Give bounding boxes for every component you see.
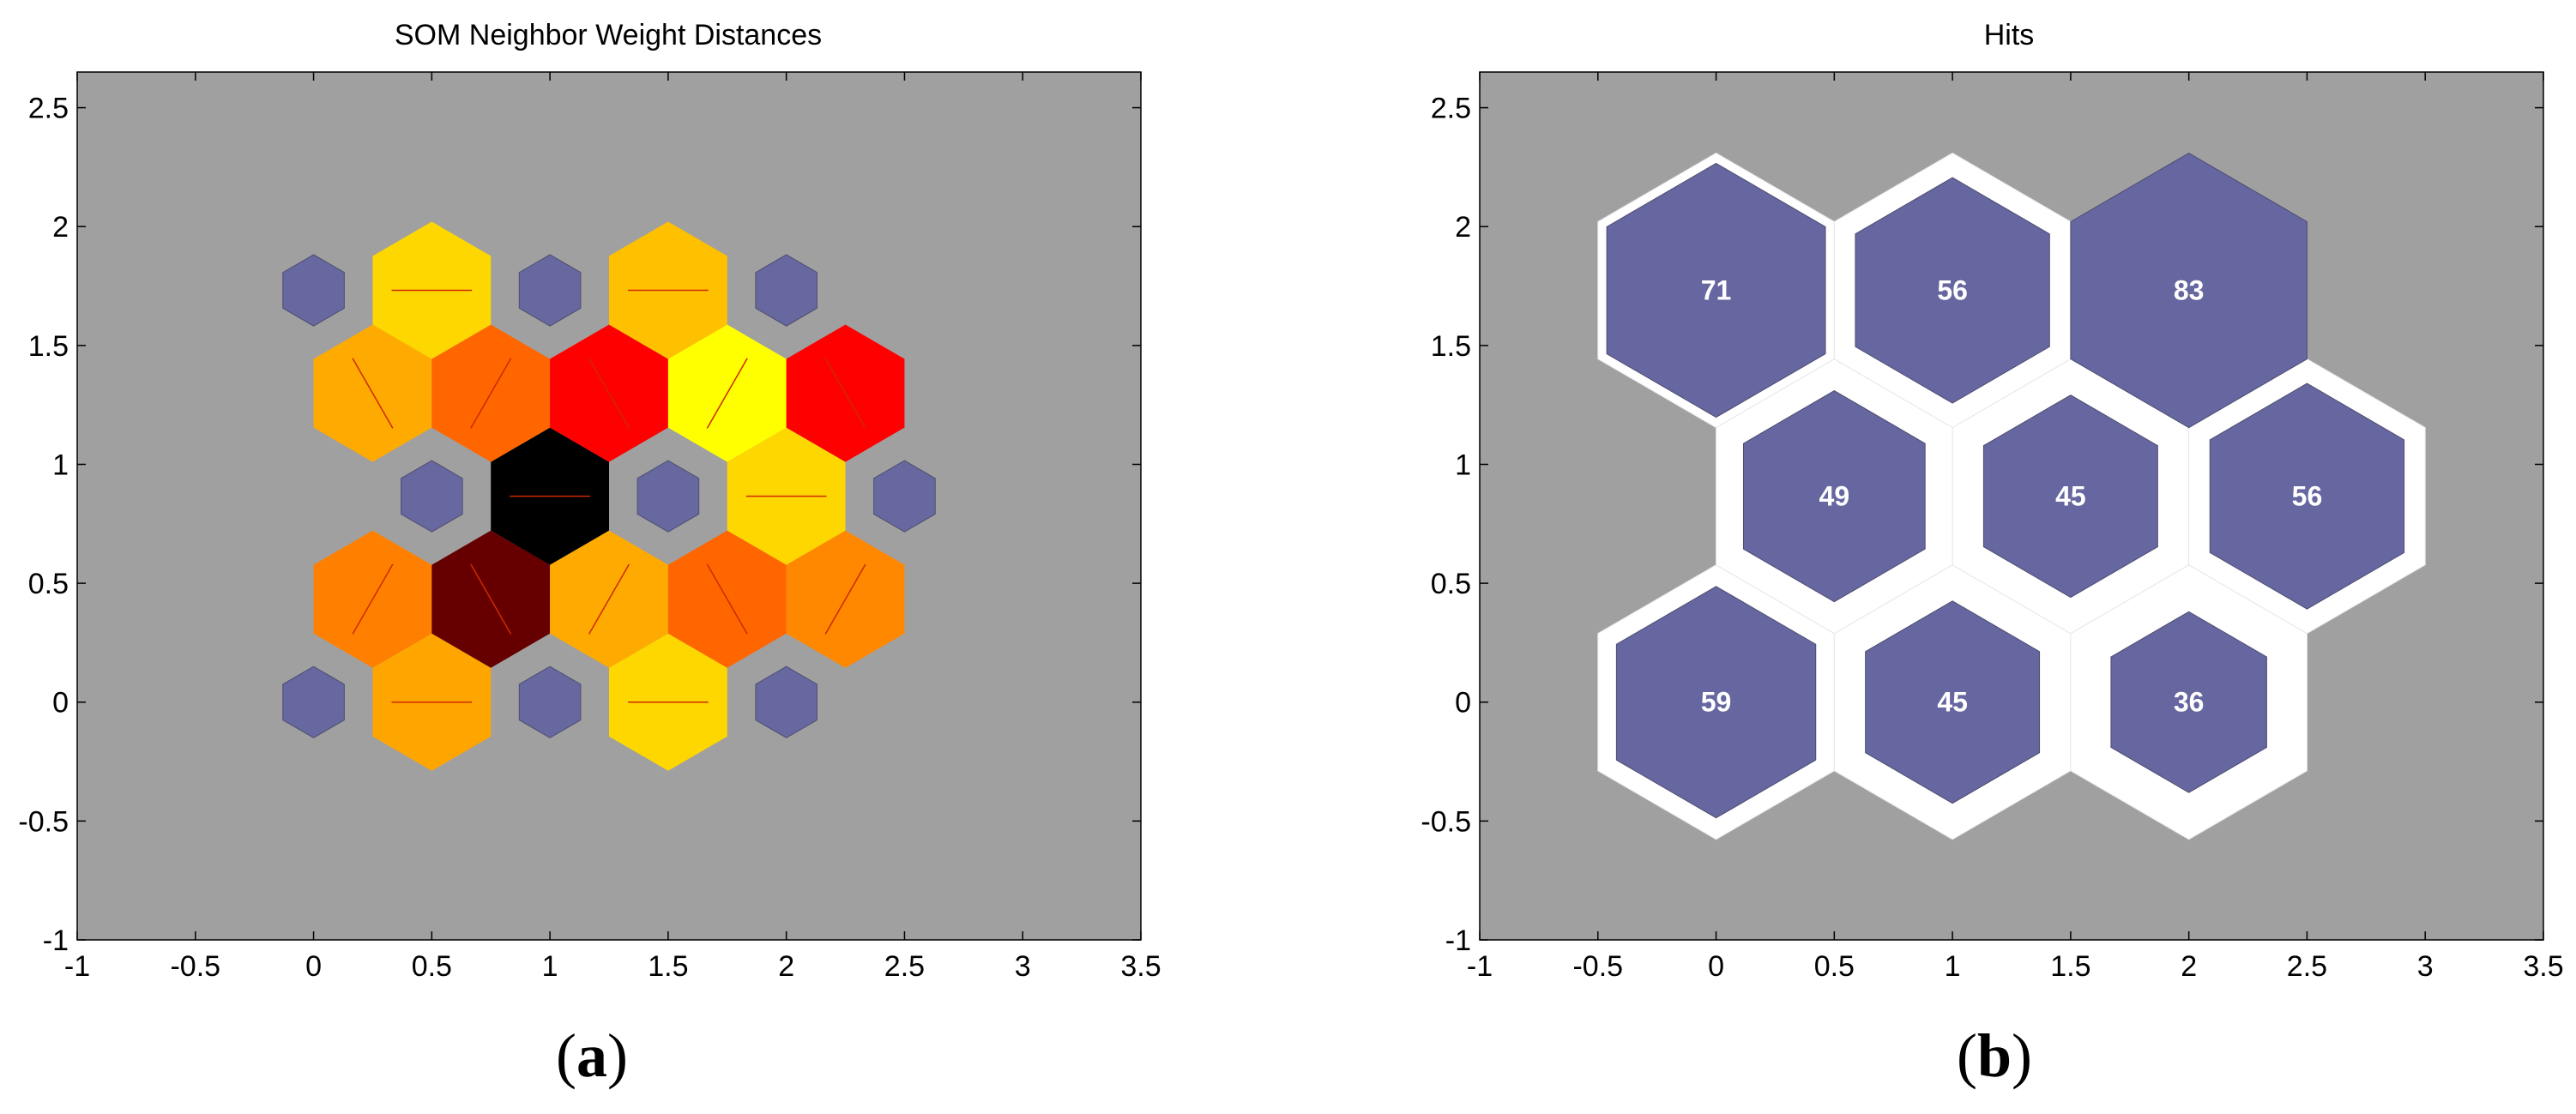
hit-cell xyxy=(1982,394,2158,599)
neighbor-link xyxy=(824,563,866,635)
b-xtick-label: 1.5 xyxy=(2050,950,2090,983)
panel-hits: Hits 59 45 36 49 45 56 71 56 83 -1 -0.5 0 0.5 1 1.5 2 2… xyxy=(1421,19,2563,1090)
a-xtick-label: -1 xyxy=(64,950,90,983)
neighbor-link xyxy=(706,563,748,635)
a-ytick-label: -1 xyxy=(43,924,69,957)
hit-count-label: 83 xyxy=(2174,275,2205,306)
hex-layer-a xyxy=(282,221,936,771)
hit-cell xyxy=(1742,390,1926,603)
hit-count-label: 45 xyxy=(1937,687,1968,718)
hit-count-label: 71 xyxy=(1701,275,1732,306)
a-xtick-label: 0 xyxy=(305,950,322,983)
b-ytick-label: 0 xyxy=(1455,687,1471,720)
b-xtick-label: -0.5 xyxy=(1572,950,1623,983)
hit-cell xyxy=(1615,586,1817,819)
neuron-hex xyxy=(518,254,582,327)
neighbor-link xyxy=(352,563,394,635)
b-xtick-label: -1 xyxy=(1467,950,1493,983)
a-ytick-label: 0.5 xyxy=(28,568,69,600)
axes-a: -1 -0.5 0 0.5 1 1.5 2 2.5 3 3.5 -1 -0.5 0 0.5 1 1.5 2 2.5 xyxy=(18,72,1161,983)
a-xtick-label: 1 xyxy=(542,950,558,983)
b-ytick-label: 0.5 xyxy=(1431,568,1471,600)
neighbor-link xyxy=(588,358,630,429)
a-xtick-label: -0.5 xyxy=(170,950,220,983)
a-ytick-label: 2.5 xyxy=(28,93,69,125)
b-ytick-label: 2 xyxy=(1455,211,1471,244)
hit-count-label: 49 xyxy=(1819,481,1850,512)
a-xtick-label: 3 xyxy=(1015,950,1031,983)
chart-title-b: Hits xyxy=(1984,19,2035,51)
hit-count-label: 59 xyxy=(1701,687,1732,718)
b-xtick-label: 2 xyxy=(2181,950,2197,983)
hit-count-label: 56 xyxy=(1937,275,1968,306)
hit-cell xyxy=(1855,177,2050,404)
neuron-hex xyxy=(755,665,817,738)
hex-layer-b: 59 45 36 49 45 56 71 56 83 xyxy=(1597,152,2426,840)
hit-count-label: 56 xyxy=(2292,481,2323,512)
panel-som-neighbor-distances: SOM Neighbor Weight Distances -1 -0.5 0 0.5… xyxy=(18,19,1161,1090)
hit-count-label: 36 xyxy=(2174,687,2205,718)
neuron-hex xyxy=(518,665,582,738)
hit-count-label: 45 xyxy=(2055,481,2086,512)
hit-cell xyxy=(2110,611,2267,793)
a-ytick-label: 1.5 xyxy=(28,330,69,363)
hit-cell xyxy=(2209,382,2405,610)
neuron-hex xyxy=(873,460,936,533)
neuron-hex xyxy=(282,665,345,738)
neuron-hex xyxy=(636,460,700,533)
b-xtick-label: 3.5 xyxy=(2523,950,2563,983)
a-ytick-label: 0 xyxy=(52,687,69,720)
a-xtick-label: 3.5 xyxy=(1120,950,1161,983)
axes-b: -1 -0.5 0 0.5 1 1.5 2 2.5 3 3.5 -1 -0.5 0 0.5 1 1.5 2 2.5 xyxy=(1421,72,2564,983)
neighbor-link xyxy=(824,358,866,429)
panel-label-a: (a) xyxy=(556,1021,628,1090)
b-xtick-label: 0 xyxy=(1708,950,1724,983)
neighbor-link xyxy=(588,563,630,635)
neuron-hex xyxy=(755,254,817,327)
b-ytick-label: 1 xyxy=(1455,449,1471,481)
b-ytick-label: 1.5 xyxy=(1431,330,1471,363)
chart-title-a: SOM Neighbor Weight Distances xyxy=(395,19,822,51)
b-xtick-label: 1 xyxy=(1945,950,1961,983)
a-ytick-label: -0.5 xyxy=(18,805,69,838)
b-xtick-label: 0.5 xyxy=(1814,950,1855,983)
neuron-hex xyxy=(282,254,345,327)
neuron-hex xyxy=(401,460,463,533)
a-xtick-label: 1.5 xyxy=(648,950,688,983)
a-ytick-label: 1 xyxy=(52,449,69,481)
hit-cell xyxy=(2070,152,2308,429)
b-xtick-label: 3 xyxy=(2417,950,2434,983)
a-xtick-label: 2.5 xyxy=(884,950,925,983)
hit-cell xyxy=(1606,162,1826,419)
hit-cell xyxy=(1865,600,2041,804)
panel-label-b: (b) xyxy=(1957,1021,2032,1090)
a-xtick-label: 2 xyxy=(778,950,794,983)
b-ytick-label: -1 xyxy=(1445,924,1471,957)
neighbor-link xyxy=(706,358,748,429)
b-ytick-label: 2.5 xyxy=(1431,93,1471,125)
a-xtick-label: 0.5 xyxy=(412,950,452,983)
b-ytick-label: -0.5 xyxy=(1421,805,1471,838)
neighbor-link xyxy=(352,358,394,429)
neighbor-link xyxy=(470,563,512,635)
b-xtick-label: 2.5 xyxy=(2287,950,2327,983)
a-ytick-label: 2 xyxy=(52,211,69,244)
neighbor-link xyxy=(470,358,512,429)
